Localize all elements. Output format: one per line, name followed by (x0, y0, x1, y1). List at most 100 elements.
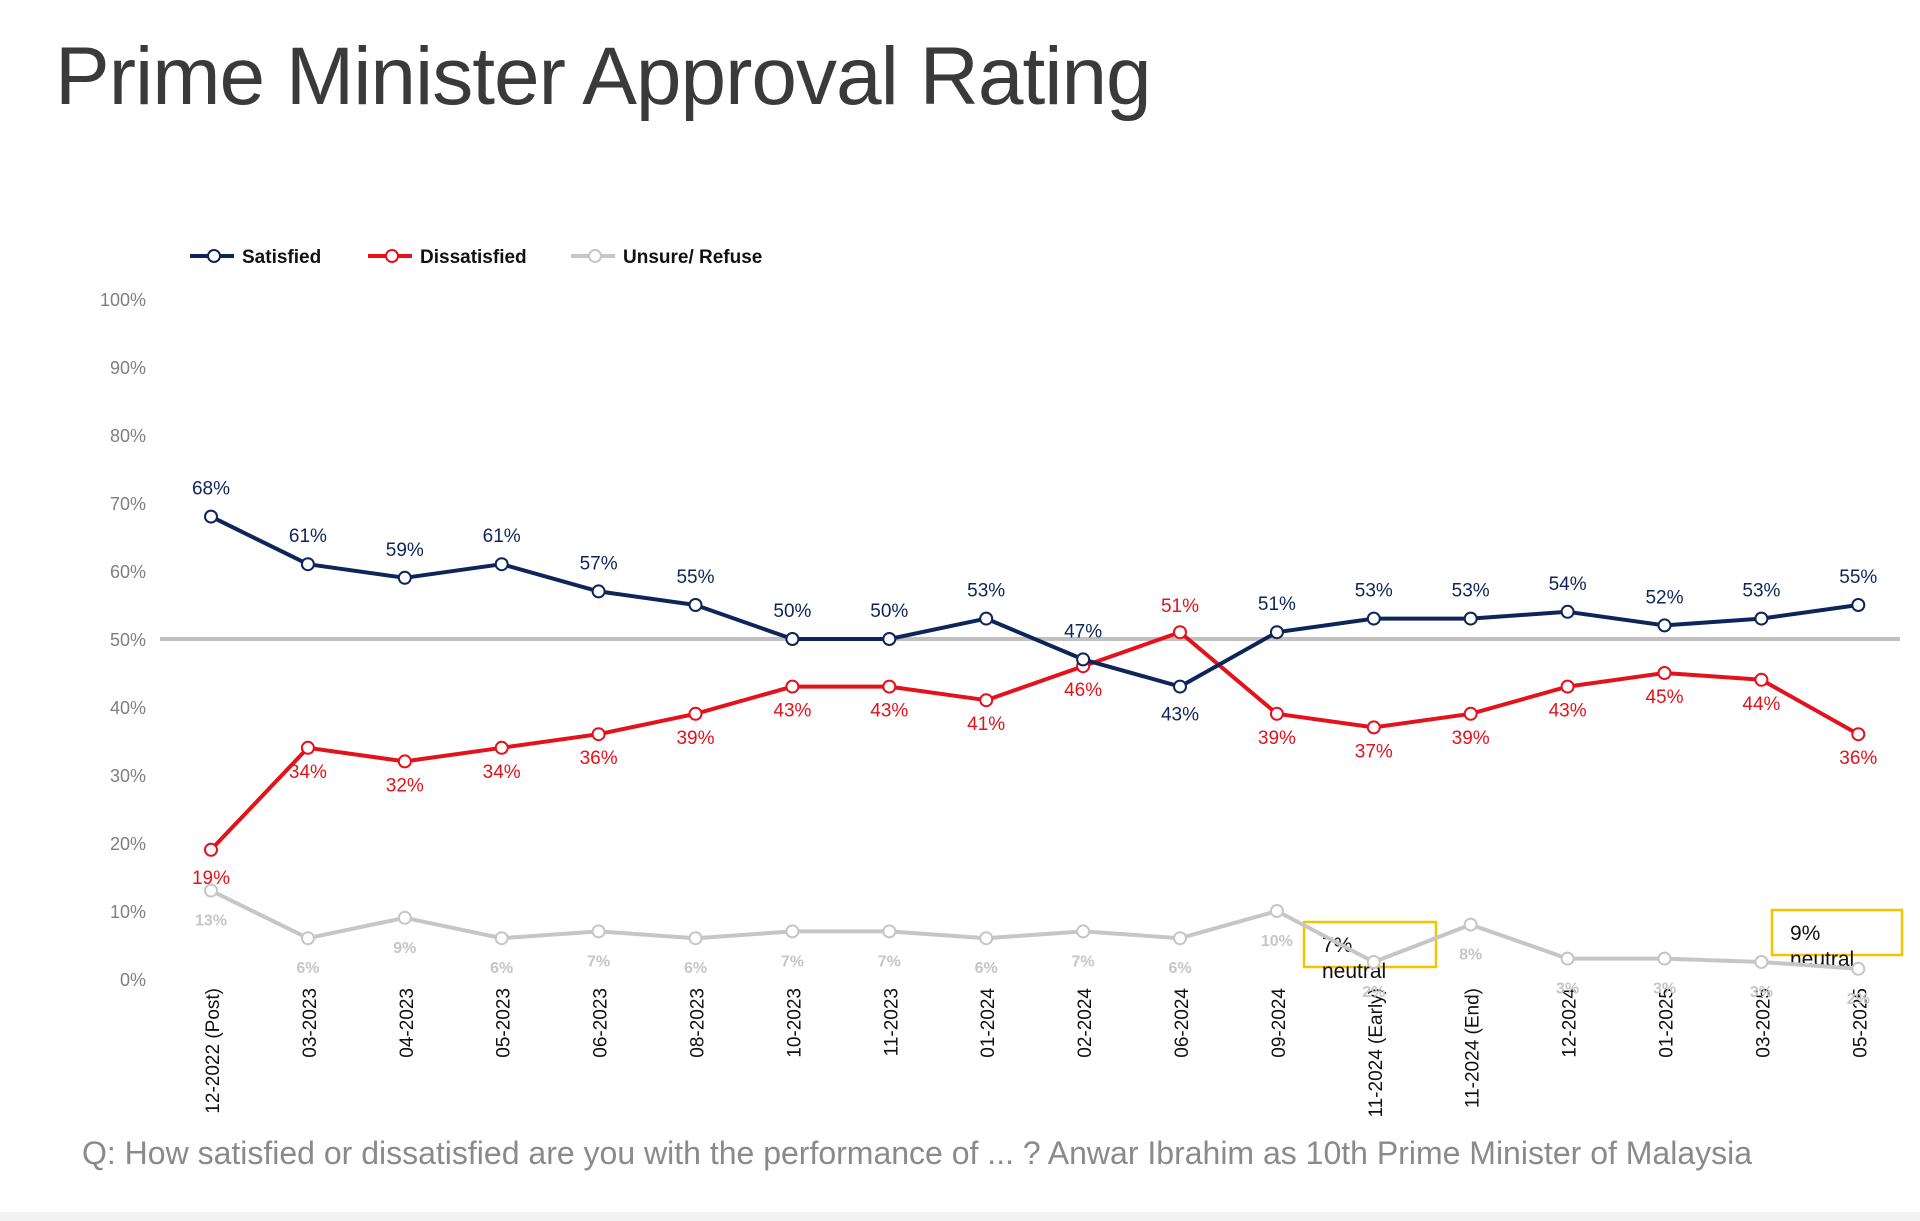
data-point (1657, 951, 1672, 966)
data-point (1851, 961, 1866, 976)
data-point (300, 931, 315, 946)
data-label: 36% (1839, 748, 1877, 769)
data-label: 41% (967, 714, 1005, 735)
data-point (1269, 706, 1284, 721)
data-label: 57% (580, 553, 618, 574)
data-label: 7% (781, 953, 804, 970)
data-label: 43% (1549, 701, 1587, 722)
bottom-rule (0, 1212, 1920, 1221)
data-point (882, 679, 897, 694)
data-label: 19% (192, 868, 230, 889)
data-label: 7% (878, 953, 901, 970)
data-point (397, 754, 412, 769)
data-label: 10% (1261, 933, 1293, 950)
x-tick-label: 04-2023 (397, 988, 418, 1058)
data-point (979, 611, 994, 626)
data-point (1657, 666, 1672, 680)
data-point (591, 924, 606, 939)
x-tick-label: 06-2024 (1172, 988, 1193, 1058)
x-tick-label: 05-2023 (494, 988, 515, 1058)
x-tick-label: 12-2022 (Post) (203, 988, 224, 1114)
data-point (1173, 625, 1187, 640)
data-label: 3% (1556, 981, 1579, 998)
x-tick-label: 10-2023 (784, 988, 805, 1058)
data-point (591, 727, 606, 742)
x-tick-label: 03-2025 (1753, 988, 1774, 1058)
y-tick-label: 30% (110, 766, 146, 786)
y-tick-label: 90% (110, 358, 146, 378)
data-point (1851, 727, 1866, 742)
series-line-unsure-refuse (210, 888, 1859, 971)
data-label: 51% (1161, 596, 1199, 617)
data-label: 6% (490, 960, 513, 977)
data-label: 53% (967, 581, 1005, 602)
data-label: 7% (587, 953, 610, 970)
data-point (1754, 672, 1769, 687)
data-point (1463, 611, 1478, 626)
x-tick-label: 12-2024 (1560, 988, 1581, 1058)
data-point (1173, 931, 1187, 946)
data-label: 52% (1645, 587, 1683, 608)
data-point (1657, 618, 1672, 633)
data-label: 45% (1645, 687, 1683, 708)
data-point (1463, 917, 1478, 932)
data-label: 59% (386, 540, 424, 561)
data-point (1366, 955, 1381, 969)
data-label: 53% (1355, 581, 1393, 602)
data-point (300, 557, 315, 572)
data-label: 39% (676, 728, 714, 749)
annotation-value: 9% (1790, 922, 1820, 945)
x-tick-label: 06-2023 (591, 988, 612, 1058)
data-label: 39% (1258, 728, 1296, 749)
data-point (688, 598, 703, 612)
data-label: 6% (975, 960, 998, 977)
data-point (204, 842, 218, 857)
data-point (1560, 679, 1575, 694)
data-label: 7% (1072, 953, 1095, 970)
annotation-box (1770, 908, 1904, 957)
data-label: 61% (483, 526, 521, 547)
data-label: 32% (386, 775, 424, 796)
series-line-satisfied (210, 514, 1859, 689)
data-point (882, 924, 897, 939)
y-tick-label: 80% (110, 426, 146, 446)
x-tick-label: 09-2024 (1269, 988, 1290, 1058)
x-tick-label: 02-2024 (1075, 988, 1096, 1058)
data-point (1463, 706, 1478, 721)
data-point (397, 570, 412, 585)
data-label: 43% (870, 701, 908, 722)
data-point (494, 931, 509, 946)
data-label: 54% (1549, 574, 1587, 595)
y-tick-label: 70% (110, 494, 146, 514)
data-label: 47% (1064, 621, 1102, 642)
legend-marker (588, 249, 602, 263)
x-tick-label: 08-2023 (688, 988, 709, 1058)
data-label: 51% (1258, 594, 1296, 615)
data-point (1560, 604, 1575, 619)
x-tick-label: 11-2024 (End) (1463, 988, 1484, 1108)
data-label: 53% (1742, 581, 1780, 602)
data-label: 50% (870, 601, 908, 622)
data-point (785, 679, 800, 694)
y-tick-label: 40% (110, 698, 146, 718)
page-title: Prime Minister Approval Rating (55, 31, 1152, 122)
data-label: 13% (195, 913, 227, 930)
data-point (1851, 598, 1866, 612)
x-tick-label: 11-2023 (881, 988, 902, 1056)
data-point (204, 883, 218, 898)
data-point (1754, 611, 1769, 626)
y-tick-label: 10% (110, 902, 146, 922)
y-tick-label: 50% (110, 630, 146, 650)
data-point (979, 931, 994, 946)
data-label: 2% (1362, 984, 1385, 1001)
data-label: 3% (1653, 981, 1676, 998)
data-point (1366, 720, 1381, 735)
data-label: 55% (676, 567, 714, 588)
data-label: 6% (1168, 960, 1191, 977)
x-tick-label: 01-2024 (978, 988, 999, 1058)
legend-label: Unsure/ Refuse (623, 247, 762, 268)
legend-marker (385, 249, 399, 263)
data-point (688, 706, 703, 721)
data-label: 61% (289, 526, 327, 547)
